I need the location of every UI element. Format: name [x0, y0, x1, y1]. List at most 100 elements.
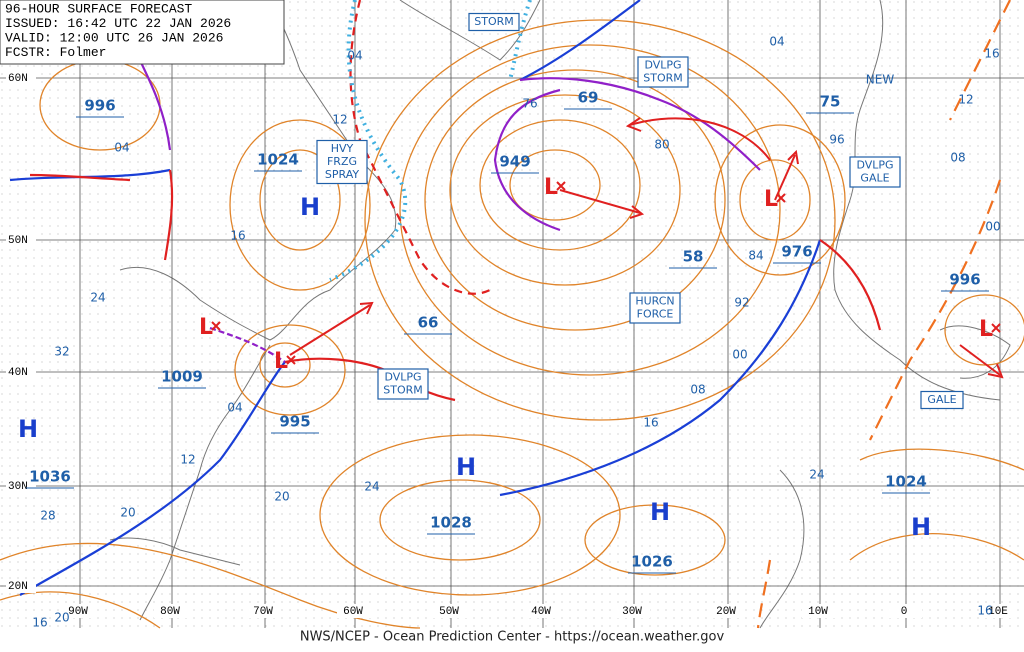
- lat-label-bg: [6, 71, 36, 85]
- central-pressure: 1009: [161, 368, 203, 386]
- box-label-line: DVLPG: [856, 159, 893, 172]
- lat-label-bg: [6, 479, 36, 493]
- isobar-label: 96: [829, 133, 844, 147]
- header-line: ISSUED: 16:42 UTC 22 JAN 2026: [5, 16, 231, 31]
- isobar-label: 76: [522, 97, 537, 111]
- isobar-label: 32: [54, 345, 69, 359]
- central-pressure: 949: [499, 153, 530, 171]
- central-pressure: 69: [578, 89, 599, 107]
- isobar-label: 04: [347, 49, 362, 63]
- low-x-marker: [776, 193, 786, 203]
- isobar-label: 16: [32, 616, 47, 630]
- label-box: [468, 12, 520, 32]
- central-pressure: 996: [84, 97, 115, 115]
- high-center: H: [911, 513, 931, 541]
- central-pressure: 1024: [257, 151, 299, 169]
- isobar-label: 16: [984, 47, 999, 61]
- central-pressure: 976: [781, 243, 812, 261]
- lon-label: 70W: [253, 606, 273, 618]
- isobar-label: 20: [274, 490, 289, 504]
- lon-label: 30W: [622, 606, 642, 618]
- fronts: [9, 0, 1011, 629]
- isobar-label: 24: [364, 480, 379, 494]
- lat-label-bg: [6, 365, 36, 379]
- central-pressure: 995: [279, 413, 310, 431]
- central-pressure: 75: [820, 93, 841, 111]
- central-pressure: 1024: [885, 473, 927, 491]
- box-label-line: HVY: [331, 142, 354, 155]
- high-center: H: [456, 453, 476, 481]
- isobar-label: 04: [114, 141, 129, 155]
- low-center: L: [979, 317, 993, 342]
- new-label: NEW: [866, 73, 895, 87]
- isobar-label: 80: [654, 138, 669, 152]
- isobar-label: 84: [748, 249, 763, 263]
- box-label-line: DVLPG: [384, 371, 421, 384]
- header-line: 96-HOUR SURFACE FORECAST: [5, 1, 192, 16]
- label-box: [920, 390, 964, 410]
- isobar-label: 24: [90, 291, 105, 305]
- low-center: L: [544, 175, 558, 200]
- isobar-label: 12: [332, 113, 347, 127]
- isobar-label: 92: [734, 296, 749, 310]
- lat-label: 50N: [8, 235, 28, 247]
- isobar-label: 12: [958, 93, 973, 107]
- lat-label: 30N: [8, 481, 28, 493]
- lon-label: 60W: [343, 606, 363, 618]
- box-label-line: STORM: [474, 15, 514, 28]
- isobar-label: 16: [643, 416, 658, 430]
- lat-label: 60N: [8, 73, 28, 85]
- lat-label-bg: [6, 579, 36, 593]
- box-label-line: DVLPG: [644, 59, 681, 72]
- lon-label-bg: [888, 604, 922, 618]
- low-center: L: [764, 187, 778, 212]
- low-x-marker: [556, 181, 566, 191]
- isobar-label: 04: [769, 35, 784, 49]
- lon-label-bg: [247, 604, 281, 618]
- lon-label-bg: [62, 604, 96, 618]
- isobars: [0, 19, 1024, 629]
- central-pressure: 66: [418, 314, 439, 332]
- box-label-line: HURCN: [635, 295, 674, 308]
- isobar-label: 20: [54, 611, 69, 625]
- label-box: [316, 139, 368, 185]
- lat-lon-grid: [0, 0, 1024, 628]
- lat-label: 40N: [8, 367, 28, 379]
- isobar-label: 04: [227, 401, 242, 415]
- lon-label: 20W: [716, 606, 736, 618]
- box-label-line: GALE: [927, 393, 956, 406]
- central-pressure: 1028: [430, 514, 472, 532]
- box-label-line: SPRAY: [325, 168, 359, 181]
- lat-label-bg: [6, 233, 36, 247]
- lon-label-bg: [154, 604, 188, 618]
- coastlines: [109, 0, 1011, 629]
- isobar-label: 16: [230, 229, 245, 243]
- label-box: [377, 368, 429, 400]
- lon-label-bg: [616, 604, 650, 618]
- lon-label-bg: [982, 604, 1016, 618]
- lon-label-bg: [802, 604, 836, 618]
- motion-arrows: [289, 117, 1004, 379]
- isobar-label: 20: [120, 506, 135, 520]
- isobar-label: 12: [180, 453, 195, 467]
- footer-credit: NWS/NCEP - Ocean Prediction Center - htt…: [300, 630, 725, 645]
- lon-label-bg: [337, 604, 371, 618]
- isobar-label: 16: [977, 604, 992, 618]
- isobar-label: 00: [985, 220, 1000, 234]
- high-center: H: [300, 193, 320, 221]
- header-line: FCSTR: Folmer: [5, 45, 106, 60]
- header-line: VALID: 12:00 UTC 26 JAN 2026: [5, 30, 223, 45]
- box-label-line: FRZG: [327, 155, 357, 168]
- central-pressure: 58: [683, 248, 704, 266]
- isobar-label: 00: [732, 348, 747, 362]
- box-label-line: FORCE: [637, 308, 674, 321]
- high-center: H: [18, 415, 38, 443]
- lat-label: 20N: [8, 581, 28, 593]
- map-background: [0, 0, 1024, 628]
- low-center: L: [199, 315, 213, 340]
- header-box: [0, 0, 285, 65]
- box-label-line: STORM: [643, 72, 683, 85]
- box-label-line: STORM: [383, 384, 423, 397]
- isobar-label: 24: [809, 468, 824, 482]
- low-x-marker: [991, 323, 1001, 333]
